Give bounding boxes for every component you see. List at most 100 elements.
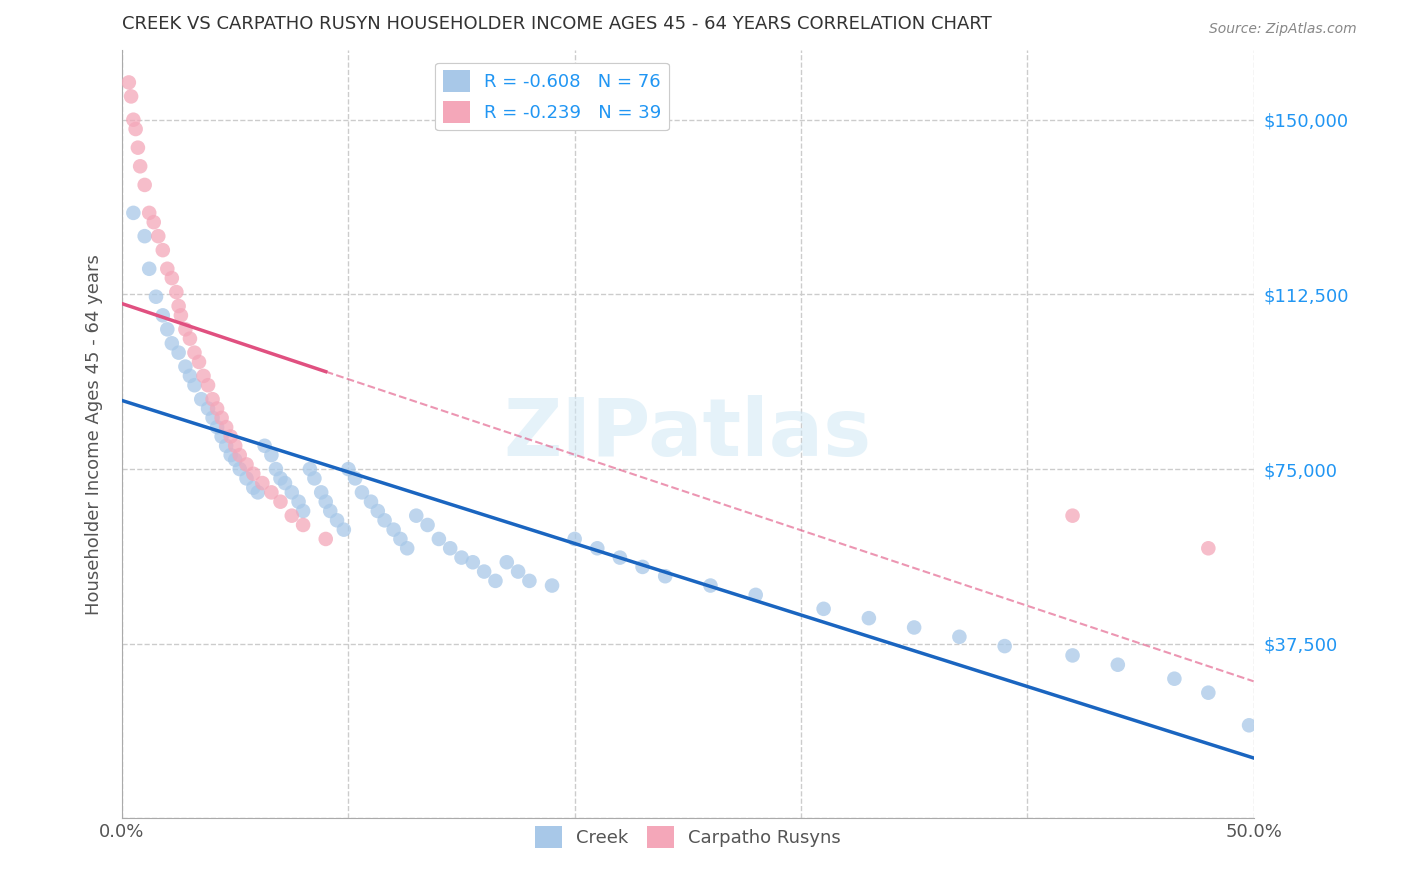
Point — [193, 368, 215, 383]
Point — [205, 420, 228, 434]
Point — [374, 513, 396, 527]
Point — [142, 215, 165, 229]
Point — [246, 485, 269, 500]
Point — [253, 439, 276, 453]
Point — [160, 271, 183, 285]
Point — [211, 429, 233, 443]
Point — [224, 439, 246, 453]
Point — [274, 476, 297, 491]
Point — [281, 485, 304, 500]
Point — [315, 494, 337, 508]
Point — [134, 178, 156, 192]
Point — [167, 299, 190, 313]
Point — [252, 476, 274, 491]
Point — [948, 630, 970, 644]
Point — [219, 448, 242, 462]
Point — [1163, 672, 1185, 686]
Point — [167, 345, 190, 359]
Point — [122, 112, 145, 127]
Point — [224, 452, 246, 467]
Point — [148, 229, 170, 244]
Point — [156, 261, 179, 276]
Point — [519, 574, 541, 588]
Point — [138, 206, 160, 220]
Point — [744, 588, 766, 602]
Point — [229, 448, 252, 462]
Point — [586, 541, 609, 556]
Point — [160, 336, 183, 351]
Point — [118, 75, 141, 89]
Point — [631, 560, 654, 574]
Point — [260, 448, 283, 462]
Point — [235, 471, 257, 485]
Point — [138, 261, 160, 276]
Point — [1062, 508, 1084, 523]
Point — [472, 565, 495, 579]
Point — [174, 322, 197, 336]
Point — [269, 494, 291, 508]
Point — [541, 578, 564, 592]
Point — [197, 401, 219, 416]
Point — [183, 345, 205, 359]
Point — [145, 290, 167, 304]
Point — [134, 229, 156, 244]
Point — [152, 309, 174, 323]
Point — [287, 494, 309, 508]
Point — [484, 574, 506, 588]
Point — [439, 541, 461, 556]
Point — [298, 462, 321, 476]
Point — [281, 508, 304, 523]
Point — [201, 410, 224, 425]
Point — [235, 458, 257, 472]
Point — [120, 89, 142, 103]
Point — [1237, 718, 1260, 732]
Text: Source: ZipAtlas.com: Source: ZipAtlas.com — [1209, 22, 1357, 37]
Point — [129, 159, 152, 173]
Point — [1107, 657, 1129, 672]
Point — [165, 285, 187, 299]
Point — [183, 378, 205, 392]
Point — [269, 471, 291, 485]
Point — [367, 504, 389, 518]
Text: CREEK VS CARPATHO RUSYN HOUSEHOLDER INCOME AGES 45 - 64 YEARS CORRELATION CHART: CREEK VS CARPATHO RUSYN HOUSEHOLDER INCO… — [122, 15, 991, 33]
Point — [201, 392, 224, 407]
Point — [461, 555, 484, 569]
Point — [416, 518, 439, 533]
Point — [179, 368, 201, 383]
Point — [190, 392, 212, 407]
Point — [264, 462, 287, 476]
Point — [319, 504, 342, 518]
Point — [495, 555, 517, 569]
Point — [127, 141, 149, 155]
Point — [389, 532, 412, 546]
Text: ZIPatlas: ZIPatlas — [503, 395, 872, 473]
Point — [506, 565, 529, 579]
Point — [337, 462, 360, 476]
Point — [315, 532, 337, 546]
Point — [219, 429, 242, 443]
Point — [609, 550, 631, 565]
Point — [813, 602, 835, 616]
Point — [174, 359, 197, 374]
Point — [292, 518, 315, 533]
Point — [156, 322, 179, 336]
Point — [858, 611, 880, 625]
Point — [211, 410, 233, 425]
Point — [152, 243, 174, 257]
Point — [360, 494, 382, 508]
Point — [170, 309, 193, 323]
Point — [994, 639, 1017, 653]
Point — [304, 471, 326, 485]
Point — [242, 467, 264, 481]
Legend: R = -0.608   N = 76, R = -0.239   N = 39: R = -0.608 N = 76, R = -0.239 N = 39 — [436, 62, 669, 130]
Point — [333, 523, 356, 537]
Y-axis label: Householder Income Ages 45 - 64 years: Householder Income Ages 45 - 64 years — [86, 253, 103, 615]
Point — [292, 504, 315, 518]
Point — [215, 439, 238, 453]
Point — [122, 206, 145, 220]
Point — [427, 532, 450, 546]
Point — [326, 513, 349, 527]
Point — [564, 532, 586, 546]
Point — [699, 578, 721, 592]
Point — [1197, 541, 1219, 556]
